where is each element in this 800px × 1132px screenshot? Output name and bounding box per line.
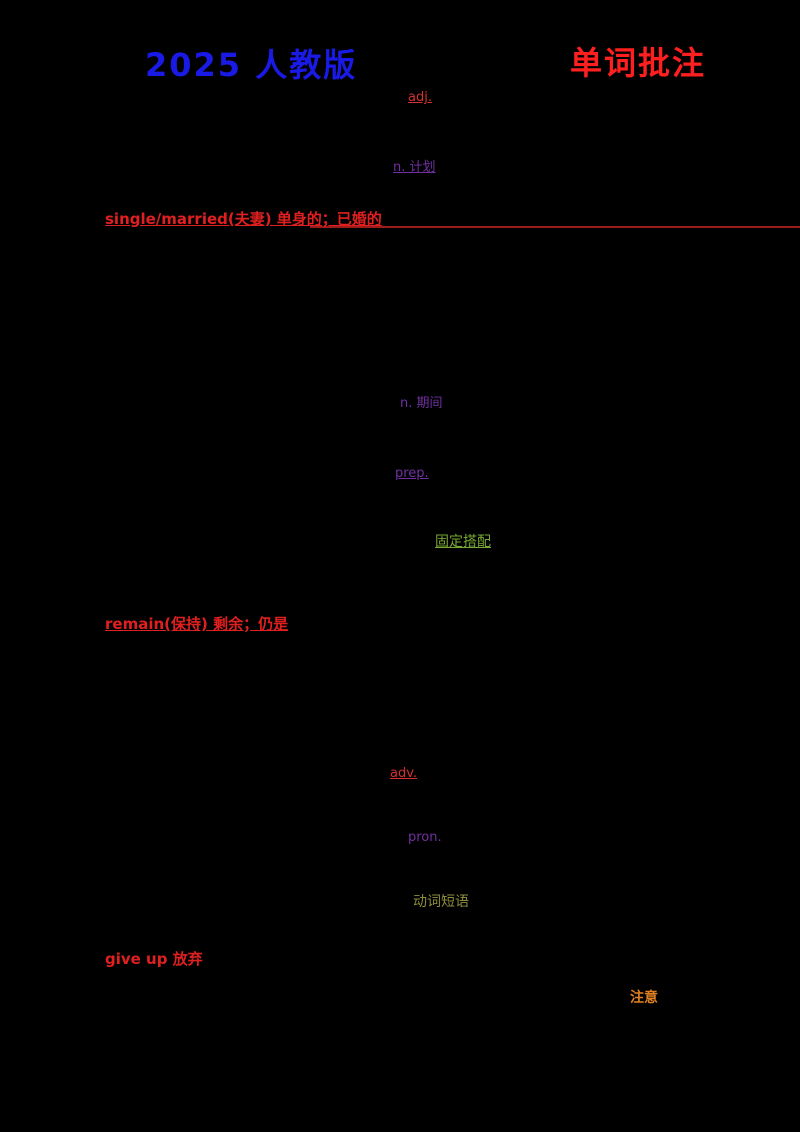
red-underline-rule xyxy=(310,226,800,228)
doc-title-version: 2025 人教版 xyxy=(145,46,358,84)
collocation-label: 固定搭配 xyxy=(435,534,491,550)
pos-label-5: adv. xyxy=(390,766,418,781)
note-label: 注意 xyxy=(630,990,658,1006)
vocab-give-up: give up 放弃 xyxy=(105,950,203,968)
vocab-remain: remain(保持) 剩余；仍是 xyxy=(105,615,289,633)
pos-label-3: n. 期间 xyxy=(400,396,443,411)
vocab-single-married: single/married(夫妻) 单身的；已婚的 xyxy=(105,210,382,228)
pos-label-1: adj. xyxy=(408,90,432,105)
pos-label-6: pron. xyxy=(408,830,442,845)
pos-label-4: prep. xyxy=(395,466,429,481)
pos-label-2: n. 计划 xyxy=(393,160,436,175)
phrase-label: 动词短语 xyxy=(413,894,469,910)
doc-title-annotation: 单词批注 xyxy=(570,44,707,82)
